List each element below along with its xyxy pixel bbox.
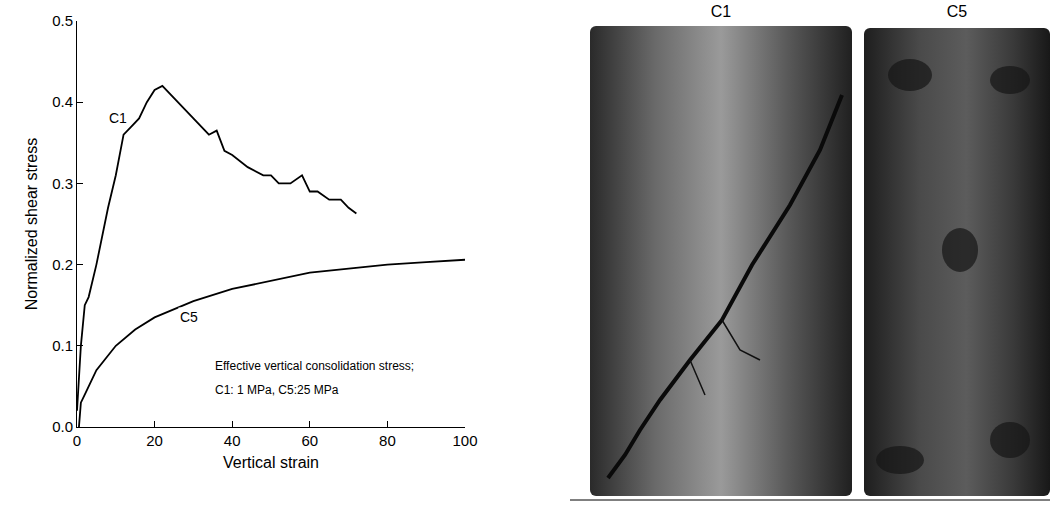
svg-text:20: 20 — [146, 432, 163, 449]
svg-text:C1: C1 — [711, 3, 732, 20]
svg-text:0.0: 0.0 — [52, 418, 73, 435]
svg-text:0: 0 — [73, 432, 81, 449]
svg-text:C1: C1 — [109, 110, 127, 126]
svg-text:C5: C5 — [180, 309, 198, 325]
svg-text:0.5: 0.5 — [52, 12, 73, 29]
svg-text:0.2: 0.2 — [52, 256, 73, 273]
svg-text:Vertical strain: Vertical strain — [223, 454, 319, 471]
svg-text:Effective vertical consolidati: Effective vertical consolidation stress; — [215, 359, 414, 373]
svg-text:40: 40 — [224, 432, 241, 449]
svg-text:0.1: 0.1 — [52, 337, 73, 354]
svg-text:C5: C5 — [947, 3, 968, 20]
svg-text:C1: 1 MPa, C5:25 MPa: C1: 1 MPa, C5:25 MPa — [215, 383, 339, 397]
svg-text:0.3: 0.3 — [52, 175, 73, 192]
svg-text:60: 60 — [301, 432, 318, 449]
svg-text:Normalized shear stress: Normalized shear stress — [23, 138, 40, 311]
svg-text:80: 80 — [379, 432, 396, 449]
svg-text:0.4: 0.4 — [52, 93, 73, 110]
svg-text:100: 100 — [452, 432, 477, 449]
